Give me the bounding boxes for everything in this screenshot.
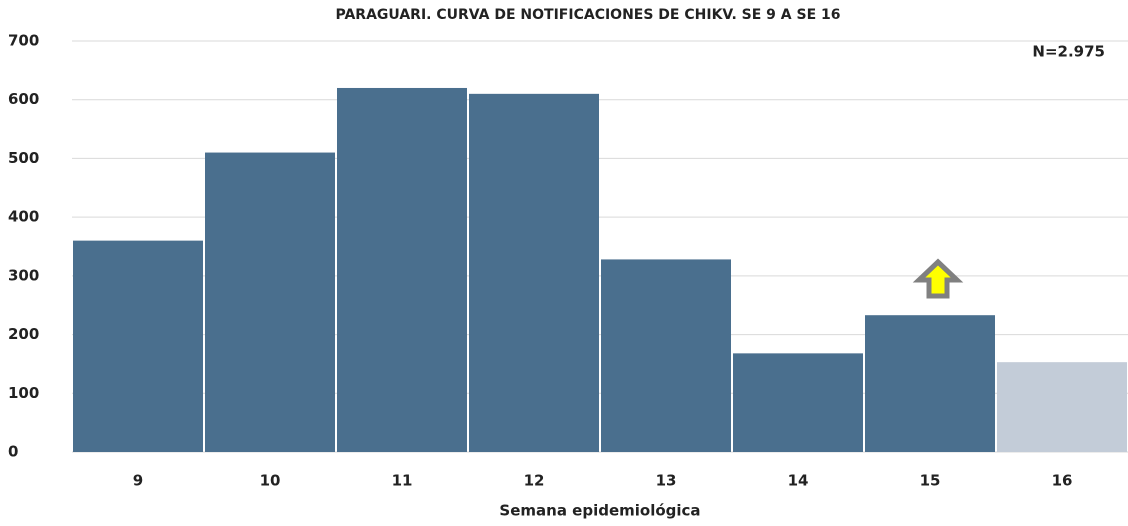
y-tick-label: 500 (8, 149, 39, 167)
bar (73, 240, 203, 452)
bar (469, 93, 599, 452)
x-tick-label: 13 (656, 472, 677, 490)
x-tick-label: 10 (260, 472, 281, 490)
y-tick-label: 100 (8, 384, 39, 402)
x-tick-label: 11 (392, 472, 413, 490)
x-tick-label: 15 (920, 472, 941, 490)
bar (601, 259, 731, 452)
up-arrow (912, 258, 964, 299)
bar (733, 353, 863, 452)
bar (337, 87, 467, 452)
y-tick-label: 700 (8, 32, 39, 50)
bar (205, 152, 335, 453)
y-tick-label: 0 (8, 443, 18, 461)
annotation: N=2.975 (1032, 43, 1105, 61)
x-tick-label: 12 (524, 472, 545, 490)
bar (997, 362, 1127, 452)
x-tick-label: 9 (133, 472, 143, 490)
y-tick-label: 300 (8, 266, 39, 284)
x-axis-title: Semana epidemiológica (499, 502, 700, 520)
y-tick-label: 200 (8, 325, 39, 343)
y-tick-label: 400 (8, 208, 39, 226)
x-tick-label: 16 (1052, 472, 1073, 490)
bars (73, 87, 1127, 453)
bar (865, 315, 995, 452)
chart-title: PARAGUARI. CURVA DE NOTIFICACIONES DE CH… (335, 7, 840, 23)
x-tick-label: 14 (788, 472, 809, 490)
y-tick-label: 600 (8, 90, 39, 108)
